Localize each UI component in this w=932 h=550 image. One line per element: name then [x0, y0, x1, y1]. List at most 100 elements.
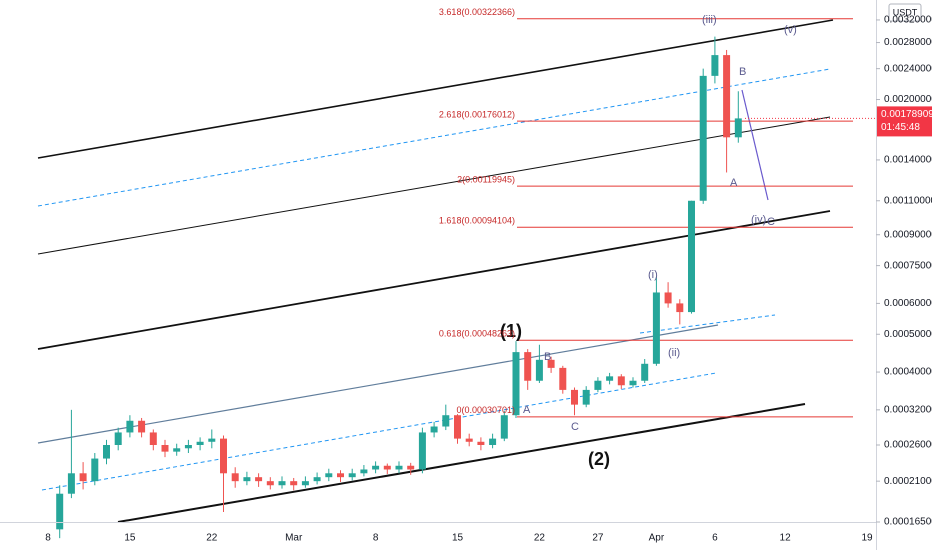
fib-label: 3.618(0.00322366): [439, 7, 515, 17]
candle-body: [535, 359, 543, 381]
wave-label: (i): [648, 269, 658, 281]
candle-body: [606, 376, 614, 381]
candle-body: [652, 292, 660, 364]
currency-label: USDT: [893, 7, 918, 17]
channel-line: [37, 210, 831, 350]
x-tick-label: 8: [373, 533, 379, 544]
candle-body: [196, 441, 204, 445]
candle-body: [524, 352, 532, 381]
candle-body: [278, 481, 286, 486]
x-tick-label: 12: [780, 533, 792, 544]
y-tick-label: 0.00021000: [884, 476, 932, 487]
channel-mid-line: [41, 372, 717, 491]
wave-label: (2): [588, 449, 610, 469]
candle-body: [512, 352, 520, 416]
candle-body: [723, 55, 731, 138]
candle-body: [255, 477, 263, 482]
candle-body: [56, 493, 64, 530]
candle-body: [138, 420, 146, 433]
candle-body: [676, 303, 684, 313]
wave-label: (ii): [668, 347, 680, 359]
candle-body: [149, 432, 157, 445]
candle-body: [430, 426, 438, 433]
channel-line: [37, 324, 719, 444]
fib-label: 2(0.00119945): [457, 174, 515, 184]
x-tick-label: 6: [712, 533, 718, 544]
wave-line: [741, 89, 769, 201]
candle-body: [266, 481, 274, 486]
wave-label: B: [544, 351, 551, 363]
candle-body: [559, 367, 567, 390]
y-tick-label: 0.00016500: [884, 517, 932, 528]
channel-line: [117, 403, 806, 523]
x-tick-label: Mar: [285, 533, 303, 544]
fib-label: 0(0.00030701): [456, 405, 515, 415]
last-price-label: 0.00178909: [881, 109, 932, 120]
candle-body: [477, 441, 485, 445]
candle-body: [360, 469, 368, 474]
candle-body: [337, 473, 344, 478]
y-tick-label: 0.00110000: [884, 195, 932, 206]
wave-label: (v): [784, 24, 797, 36]
candle-body: [594, 380, 602, 390]
candle-body: [571, 389, 578, 405]
candle-body: [325, 473, 333, 478]
wave-label: (iv): [751, 214, 766, 226]
y-tick-label: 0.00060000: [884, 298, 932, 309]
candle-body: [372, 465, 380, 470]
fib-label: 2.618(0.00176012): [439, 110, 515, 120]
fib-label: 0.618(0.00048263): [439, 329, 515, 339]
candle-body: [243, 477, 251, 482]
wave-label: A: [523, 404, 531, 416]
candle-body: [91, 458, 99, 482]
candle-body: [103, 444, 110, 459]
y-tick-label: 0.00026000: [884, 440, 932, 451]
candle-body: [220, 438, 227, 474]
candle-body: [617, 376, 625, 386]
candle-body: [208, 438, 216, 442]
y-tick-label: 0.00050000: [884, 329, 932, 340]
candle-body: [114, 432, 122, 445]
candle-body: [641, 363, 649, 381]
channel-mid-line: [37, 68, 831, 207]
x-tick-label: 27: [592, 533, 604, 544]
candle-body: [664, 292, 672, 304]
candle-body: [500, 415, 508, 439]
currency-badge[interactable]: [888, 3, 922, 22]
y-tick-label: 0.00140000: [884, 155, 932, 166]
wave-labels: (iii) (v) B A (iv) C (i) (ii) (1) (2) A …: [500, 14, 797, 469]
y-tick-label: 0.00200000: [884, 94, 932, 105]
candle-body: [699, 75, 707, 201]
wave-label: (iii): [702, 14, 717, 26]
candle-body: [383, 465, 391, 470]
candle-body: [547, 359, 555, 368]
x-tick-label: 22: [206, 533, 218, 544]
channel-mid-line: [639, 314, 776, 334]
candle-body: [161, 444, 169, 452]
wave-label: (1): [500, 321, 522, 341]
candle-body: [629, 380, 637, 386]
candle-body: [489, 438, 497, 445]
last-price-badge: [877, 106, 932, 137]
drawings: [37, 19, 834, 523]
wave-label: B: [739, 66, 746, 78]
candle-body: [734, 118, 742, 138]
candle-body: [711, 55, 719, 76]
x-tick-label: 22: [534, 533, 546, 544]
y-tick-label: 0.00280000: [884, 37, 932, 48]
x-tick-label: Apr: [649, 533, 665, 544]
y-tick-label: 0.00040000: [884, 367, 932, 378]
candle-body: [407, 465, 415, 470]
candle-body: [173, 448, 181, 452]
wave-label: A: [730, 177, 738, 189]
candle-body: [67, 473, 75, 494]
candle-body: [231, 473, 239, 482]
candle-body: [301, 481, 309, 486]
candle-body: [418, 432, 426, 470]
wave-label: C: [571, 421, 579, 433]
x-tick-label: 15: [452, 533, 464, 544]
candle-body: [184, 444, 192, 449]
y-tick-label: 0.00240000: [884, 63, 932, 74]
candle-body: [465, 438, 473, 442]
